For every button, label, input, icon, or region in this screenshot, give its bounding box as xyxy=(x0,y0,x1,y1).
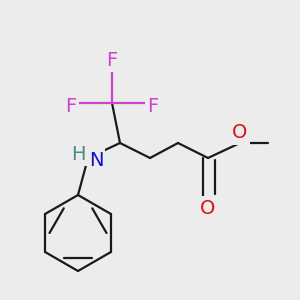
Text: O: O xyxy=(232,124,248,142)
Text: H: H xyxy=(71,145,85,164)
Text: F: F xyxy=(65,97,76,116)
Text: F: F xyxy=(147,97,159,116)
Text: N: N xyxy=(89,151,103,169)
Text: F: F xyxy=(106,50,118,70)
Text: O: O xyxy=(200,199,216,218)
